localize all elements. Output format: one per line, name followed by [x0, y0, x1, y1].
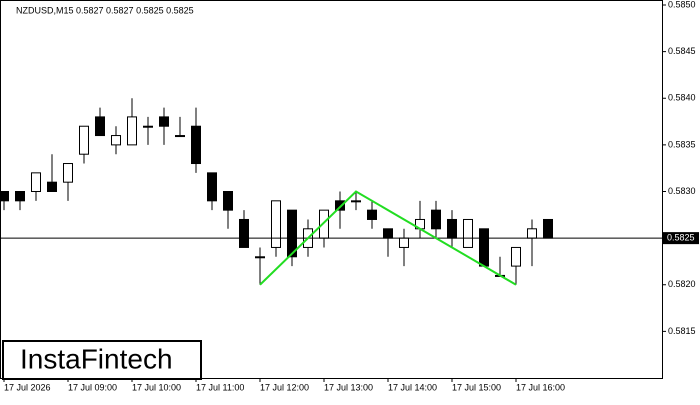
chart-title: NZDUSD,M15 0.5827 0.5827 0.5825 0.5825 [16, 5, 194, 15]
x-tick-label: 17 Jul 14:00 [388, 382, 437, 392]
candle-body [479, 228, 489, 267]
last-price-box [663, 232, 699, 245]
y-tick-label: 0.5850 [668, 0, 696, 9]
x-tick-label: 17 Jul 10:00 [132, 382, 181, 392]
candle-body [207, 172, 217, 202]
candle-body [223, 191, 233, 211]
y-tick-label: 0.5845 [668, 46, 696, 56]
candle-body [95, 116, 105, 137]
plot-frame [0, 0, 663, 379]
candle-body [335, 200, 345, 211]
candle-body [271, 200, 281, 248]
candle-body [463, 218, 473, 248]
candle-body [0, 191, 9, 202]
y-tick-label: 0.5820 [668, 279, 696, 289]
candle-body [191, 125, 201, 165]
candle-body [31, 172, 41, 193]
candle-body [543, 218, 553, 239]
x-tick-label: 17 Jul 16:00 [516, 382, 565, 392]
y-tick-label: 0.5835 [668, 139, 696, 149]
x-tick-label: 17 Jul 2026 [4, 382, 51, 392]
candle-body [351, 200, 361, 203]
logo: InstaFintech [20, 343, 173, 374]
candle-body [431, 209, 441, 230]
candle-body [527, 228, 537, 239]
candle-body [399, 237, 409, 248]
x-tick-label: 17 Jul 11:00 [196, 382, 244, 392]
candle-body [143, 125, 153, 128]
candle-body [239, 218, 249, 248]
y-tick-label: 0.5815 [668, 326, 696, 336]
candle-body [159, 116, 169, 127]
y-tick-label: 0.5830 [668, 186, 696, 196]
last-price-label: 0.5825 [667, 233, 695, 243]
y-tick-label: 0.5840 [668, 93, 696, 103]
candle-body [383, 228, 393, 239]
x-tick-label: 17 Jul 12:00 [260, 382, 309, 392]
candle-body [79, 125, 89, 155]
candle-body [47, 181, 57, 193]
candle-body [111, 135, 121, 146]
candle-body [511, 246, 521, 267]
pattern-line [259, 190, 517, 286]
logo-box [2, 340, 202, 380]
candle-body [127, 116, 137, 146]
candle-body [287, 209, 297, 258]
candle-body [15, 191, 25, 202]
candle-body [63, 163, 73, 183]
candle-body [447, 218, 457, 239]
candle-body [319, 209, 329, 239]
candle-body [255, 256, 265, 259]
x-tick-label: 17 Jul 15:00 [452, 382, 501, 392]
candle-body [367, 209, 377, 220]
x-tick-label: 17 Jul 13:00 [324, 382, 373, 392]
candle-body [175, 135, 185, 138]
x-tick-label: 17 Jul 09:00 [68, 382, 117, 392]
